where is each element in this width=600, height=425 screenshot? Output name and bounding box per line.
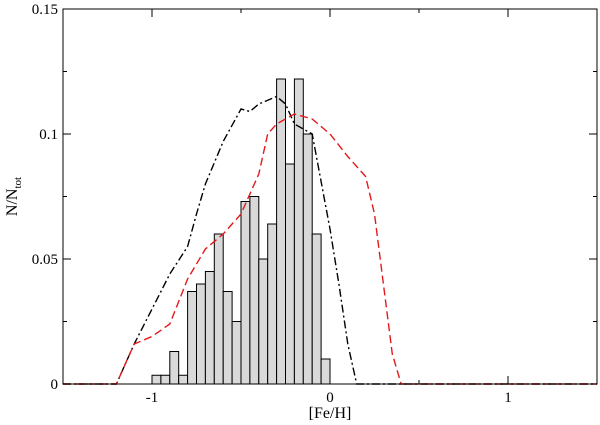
histogram-bar [240, 201, 251, 385]
histogram-bar [267, 223, 278, 385]
dash-dot-series-line [63, 95, 597, 385]
histogram-bar [151, 374, 162, 385]
histogram-bar [160, 374, 171, 385]
histogram-bar [213, 233, 224, 385]
histogram-bar [249, 196, 260, 385]
histogram-bar [222, 291, 233, 385]
histogram-bar [204, 271, 215, 385]
histogram-bar [311, 233, 322, 385]
y-tick-label: 0.05 [32, 252, 58, 268]
y-tick-label: 0.1 [39, 127, 58, 143]
histogram-bar [169, 351, 180, 385]
y-tick-label: 0.15 [32, 2, 58, 18]
histogram-bar [196, 283, 206, 385]
histogram-bar [276, 78, 287, 385]
tick-labels: -1 0 1 0 0.05 0.1 0.15 [32, 2, 512, 406]
y-axis-label-main: N/N [4, 188, 21, 216]
histogram-bar [302, 133, 313, 385]
histogram-bars [151, 78, 331, 385]
x-tick-label: 0 [326, 390, 334, 406]
histogram-bar [231, 321, 242, 385]
y-axis-label-subscript: tot [12, 177, 24, 189]
y-tick-label: 0 [51, 377, 59, 393]
histogram-bar [178, 374, 189, 385]
histogram-bar [285, 163, 295, 385]
x-tick-label: 1 [504, 390, 512, 406]
axis-ticks [62, 8, 598, 385]
x-tick-label: -1 [146, 390, 159, 406]
y-axis-label: N/Ntot [4, 177, 24, 216]
x-axis-label: [Fe/H] [309, 405, 352, 422]
series-lines [63, 95, 597, 385]
histogram-bar [320, 358, 331, 385]
histogram-bar [258, 258, 269, 385]
dashed-series-line [63, 113, 597, 385]
histogram-bar [293, 78, 304, 385]
histogram-bar [187, 291, 198, 385]
